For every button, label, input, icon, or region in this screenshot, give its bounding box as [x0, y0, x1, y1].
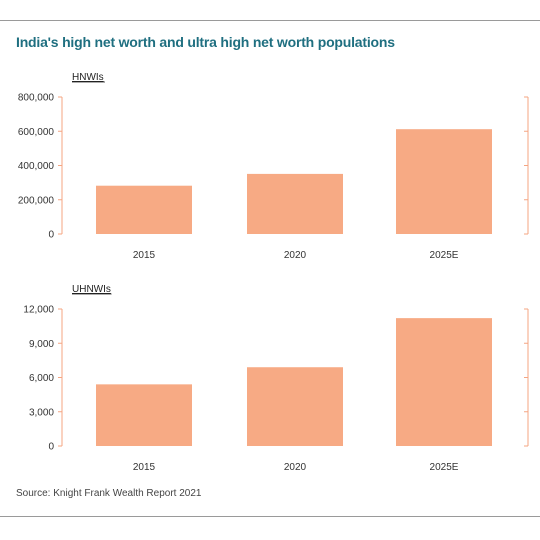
y-tick-label: 6,000	[29, 373, 54, 384]
panel-label: HNWIs	[72, 72, 104, 83]
y-tick-label: 200,000	[18, 195, 55, 206]
top-rule	[0, 20, 540, 21]
x-category-label: 2020	[284, 462, 307, 473]
y-tick-label: 12,000	[23, 305, 54, 316]
x-category-label: 2020	[284, 250, 307, 261]
chart-title: India's high net worth and ultra high ne…	[16, 34, 395, 50]
bar	[247, 367, 343, 446]
bar	[396, 318, 492, 446]
x-category-label: 2025E	[430, 462, 459, 473]
source-note: Source: Knight Frank Wealth Report 2021	[16, 488, 202, 499]
panel-label: UHNWIs	[72, 284, 111, 295]
bar	[96, 185, 192, 234]
y-tick-label: 400,000	[18, 161, 55, 172]
hnwi-panel: HNWIs 0 200,000 400,000 600,000 800,000 2015 20…	[18, 72, 529, 261]
y-tick-label: 9,000	[29, 339, 54, 350]
uhnwi-panel: UHNWIs 0 3,000 6,000 9,000 12,000 2015 2020 2025…	[23, 284, 529, 473]
x-category-label: 2015	[133, 250, 156, 261]
bar	[396, 129, 492, 234]
bar	[247, 173, 343, 234]
bottom-rule	[0, 516, 540, 517]
bar	[96, 384, 192, 446]
y-tick-label: 600,000	[18, 127, 55, 138]
y-tick-label: 3,000	[29, 407, 54, 418]
x-category-label: 2015	[133, 462, 156, 473]
x-category-label: 2025E	[430, 250, 459, 261]
y-tick-label: 0	[48, 442, 54, 453]
y-tick-label: 0	[48, 230, 54, 241]
y-tick-label: 800,000	[18, 93, 55, 104]
